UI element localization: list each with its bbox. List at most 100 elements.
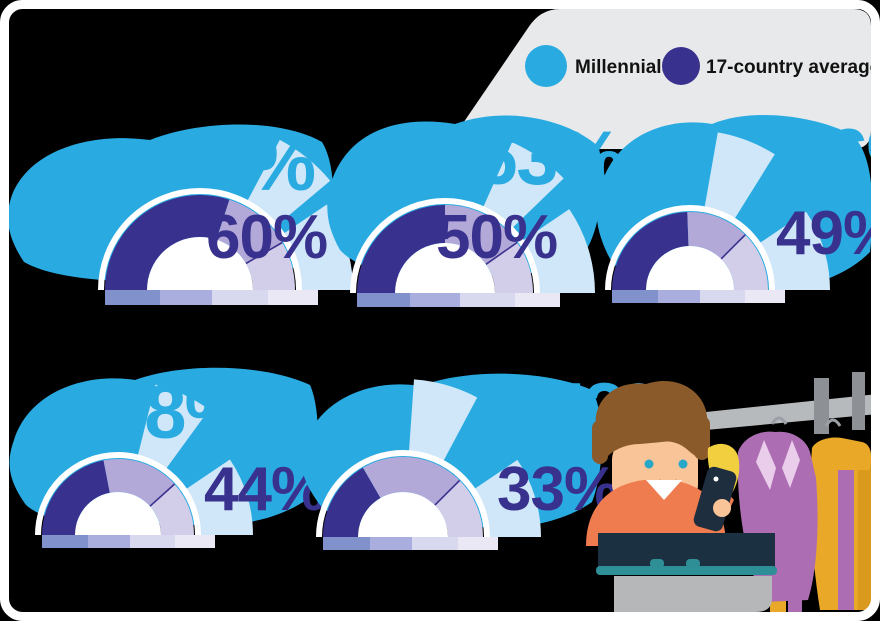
gauge-center-5 <box>358 492 448 537</box>
hanger-hook-1 <box>770 416 788 425</box>
average-value-2: 50% <box>436 203 557 272</box>
reflection-seg <box>175 535 215 548</box>
panel-2: 63% 50% <box>327 115 625 307</box>
legend-label-average: 17-country average <box>706 57 880 78</box>
gauge-reflection-3 <box>612 290 785 303</box>
reflection-seg <box>745 290 785 303</box>
reflection-seg <box>410 293 460 307</box>
millennials-remainder-wedge-1 <box>246 139 331 227</box>
garment-stripe-2 <box>858 470 871 610</box>
reflection-seg <box>160 290 212 305</box>
average-track-3b <box>721 234 769 290</box>
table-tab-2 <box>686 559 700 568</box>
average-track-3a <box>687 211 746 259</box>
millennials-remainder-patch-2 <box>519 209 595 293</box>
gauge-tick-2 <box>485 241 518 265</box>
jacket-lapel-left <box>756 440 776 490</box>
eye-right <box>678 459 688 469</box>
rack-bar <box>706 394 878 430</box>
reflection-seg <box>105 290 160 305</box>
legend-band <box>453 9 871 149</box>
reflection-seg <box>370 537 412 550</box>
gauge-center-2 <box>395 243 495 293</box>
reflection-seg <box>460 293 515 307</box>
reflection-seg <box>212 290 268 305</box>
eye-left <box>644 459 654 469</box>
gauge-tick-4 <box>149 483 176 507</box>
reflection-seg <box>323 537 370 550</box>
average-track-2a <box>445 205 518 265</box>
gauge-rim-3 <box>605 205 775 291</box>
gauge-center-4 <box>75 492 161 535</box>
gauge-rim-2 <box>350 198 540 294</box>
average-arc-2 <box>357 205 445 293</box>
millennials-remainder-patch-3 <box>756 211 830 290</box>
gauge-reflection-5 <box>323 537 498 550</box>
average-track-2b <box>486 242 533 293</box>
millennials-remainder-wedge-2 <box>481 142 564 231</box>
millennials-remainder-wedge-5 <box>408 379 478 465</box>
average-arc-4 <box>42 460 110 535</box>
reflection-seg <box>412 537 458 550</box>
reflection-seg <box>700 290 745 303</box>
gauge-reflection-1 <box>105 290 318 305</box>
jacket-lapel-right <box>782 440 800 488</box>
gauge-tick-5 <box>434 479 461 506</box>
reflection-seg <box>658 290 700 303</box>
hair-lock-right <box>694 416 710 460</box>
collar <box>646 480 682 500</box>
sweater <box>586 480 726 546</box>
gauge-tick-3 <box>720 234 746 260</box>
reflection-seg <box>612 290 658 303</box>
reflection-seg <box>130 535 175 548</box>
gauge-reflection-2 <box>357 293 560 307</box>
average-track-4a <box>103 458 175 507</box>
hand <box>713 499 731 517</box>
millennials-value-2: 63% <box>476 116 623 201</box>
shopper-illustration <box>586 372 878 612</box>
garment-stripe-1 <box>838 470 854 610</box>
legend: Millennials 17-country average <box>453 9 880 149</box>
average-arc-5 <box>323 467 381 537</box>
gauge-center-3 <box>646 246 734 290</box>
table-base <box>614 576 772 612</box>
gauge-reflection-4 <box>42 535 215 548</box>
reflection-seg <box>357 293 410 307</box>
average-track-1a <box>216 199 283 264</box>
panel-5: 52% 33% <box>301 368 692 550</box>
table-tab-1 <box>650 559 664 568</box>
gauge-tick-1 <box>245 241 283 265</box>
average-value-1: 60% <box>206 203 327 272</box>
average-arc-1 <box>105 195 230 290</box>
average-arc-3 <box>612 212 689 290</box>
phone-camera-dot <box>713 476 719 482</box>
millennials-remainder-wedge-4 <box>136 384 210 472</box>
millennials-value-4: 58% <box>104 370 251 455</box>
reflection-seg <box>42 535 88 548</box>
rack-strap-1 <box>814 378 829 434</box>
panel-3: 56% 49% <box>596 114 880 303</box>
average-value-3: 49% <box>776 199 880 268</box>
panel-1: 66% 60% <box>8 122 353 305</box>
legend-label-millennials: Millennials <box>575 57 672 78</box>
rack-strap-2 <box>852 372 865 430</box>
millennials-remainder-wedge-3 <box>703 132 775 223</box>
gauge-rim-1 <box>98 188 302 291</box>
average-track-5a <box>363 456 460 506</box>
average-track-5b <box>434 480 484 537</box>
millennials-remainder-patch-4 <box>182 459 253 535</box>
reflection-seg <box>268 290 318 305</box>
hanger-hook-2 <box>824 418 842 427</box>
hair <box>595 380 708 458</box>
reflection-seg <box>458 537 498 550</box>
millennials-value-3: 56% <box>786 114 880 199</box>
legend-swatch-millennials <box>525 45 567 87</box>
gauge-rim-4 <box>35 452 201 536</box>
gauge-rim-5 <box>316 450 490 538</box>
panel-4: 58% 44% <box>9 367 326 548</box>
hair-lock-left <box>592 420 608 464</box>
reflection-seg <box>88 535 130 548</box>
